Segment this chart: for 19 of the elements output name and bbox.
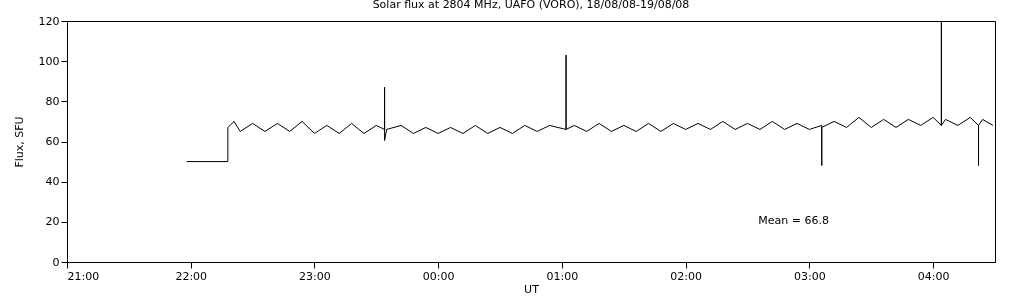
annotation: Mean = 66.8 bbox=[758, 214, 830, 228]
y-tick-label: 60 bbox=[45, 135, 60, 148]
chart-title: Solar flux at 2804 MHz, UAFO (VORO), 18/08/08-19/08/08 bbox=[372, 0, 690, 11]
x-tick-label: 22:00 bbox=[175, 269, 208, 283]
x-axis-title: UT bbox=[524, 282, 540, 296]
y-axis-title: Flux, SFU bbox=[12, 116, 26, 168]
y-tick-label: 120 bbox=[38, 14, 60, 28]
y-tick-label: 100 bbox=[38, 54, 60, 68]
x-tick-label: 04:00 bbox=[917, 269, 950, 283]
x-tick-label: 03:00 bbox=[794, 269, 826, 283]
y-tick-label: 80 bbox=[45, 94, 60, 108]
y-tick-label: 0 bbox=[52, 255, 60, 269]
y-tick-label: 40 bbox=[45, 175, 60, 189]
x-tick-label: 00:00 bbox=[422, 269, 455, 283]
x-tick-label: 23:00 bbox=[299, 269, 331, 283]
x-tick-label: 02:00 bbox=[670, 269, 703, 283]
x-tick-label: 01:00 bbox=[546, 269, 579, 283]
x-tick-label: 21:00 bbox=[67, 269, 100, 283]
y-tick-label: 20 bbox=[45, 215, 60, 229]
